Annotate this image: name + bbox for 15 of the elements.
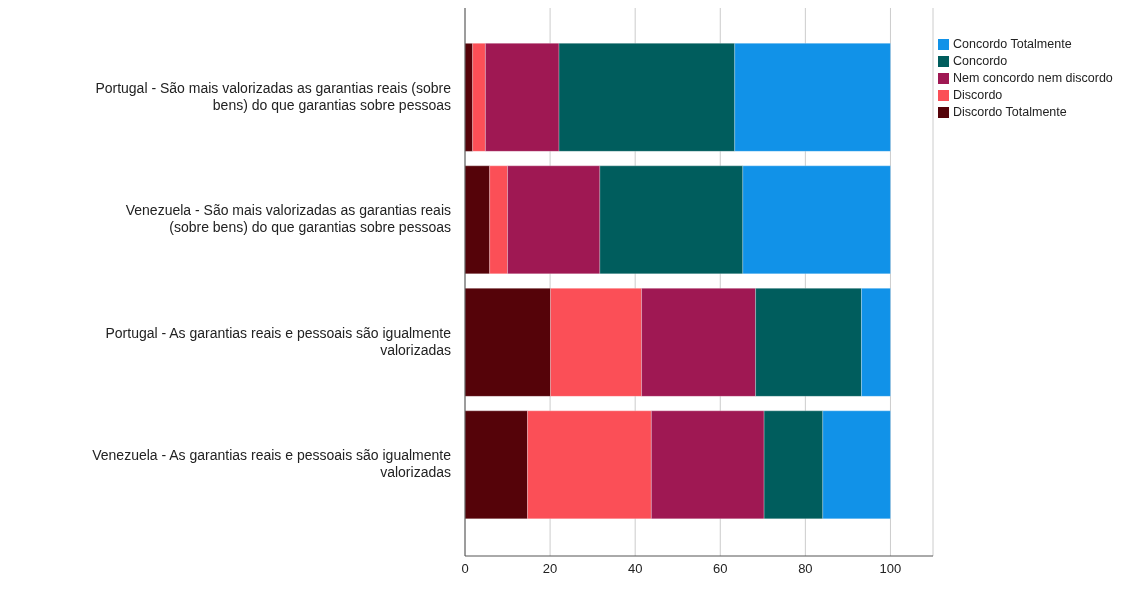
y-tick-label: Portugal - As garantias reais e pessoais são igualmente valorizadas (105, 324, 452, 358)
y-tick-label: Venezuela - São mais valorizadas as garantias reais (sobre bens) do que garantias sobre pessoas (125, 201, 451, 235)
x-tick-label: 0 (461, 561, 469, 577)
legend-label: Discordo Totalmente (953, 104, 1067, 121)
legend-label: Concordo Totalmente (953, 36, 1072, 53)
y-tick-label: Portugal - São mais valorizadas as garantias reais (sobre bens) do que garantias sobre pessoas (95, 79, 452, 113)
y-tick-label: Venezuela - As garantias reais e pessoais são igualmente valorizadas (92, 446, 452, 480)
x-tick-label: 80 (798, 561, 813, 577)
x-tick-label: 100 (879, 561, 902, 577)
x-tick-label: 60 (713, 561, 728, 577)
x-tick-label: 40 (627, 561, 643, 577)
legend-label: Concordo (953, 53, 1008, 70)
x-tick-label: 20 (542, 561, 558, 577)
legend-label: Nem concordo nem discordo (953, 70, 1113, 87)
legend-label: Discordo (953, 87, 1003, 104)
